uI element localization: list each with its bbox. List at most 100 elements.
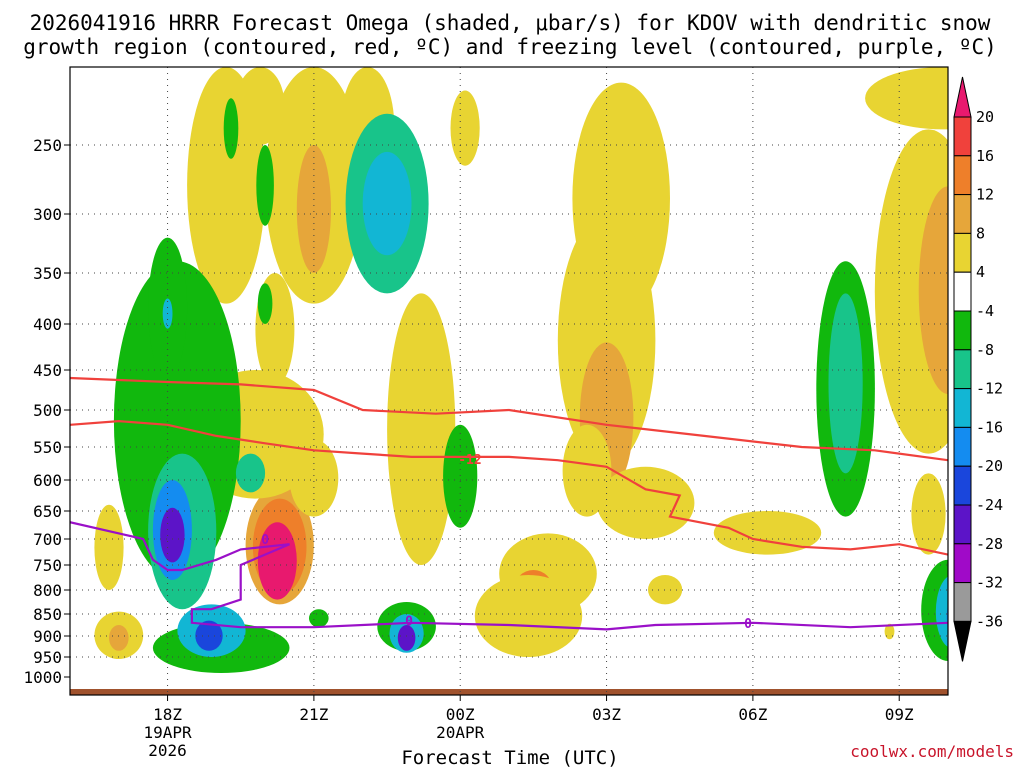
x-axis-title: Forecast Time (UTC) [401,747,618,768]
colorbar-label-13: -36 [976,612,1003,630]
y-tick-label-350: 350 [33,264,62,283]
colorbar-label-3: 8 [976,224,985,242]
y-tick-label-700: 700 [33,530,62,549]
x-tick-date-00Z: 20APR [436,723,485,742]
colorbar-label-9: -20 [976,457,1003,475]
dgz-contour-line [70,376,948,462]
omega-shading [70,67,948,695]
ground-surface [70,689,948,695]
colorbar-label-0: 20 [976,108,994,126]
omega-region-47 [828,293,863,474]
dgz-contour-line [70,419,948,556]
omega-region-9 [362,151,412,256]
omega-region-14 [713,511,822,555]
omega-region-19 [443,424,478,528]
omega-region-24 [257,522,297,600]
y-tick-label-600: 600 [33,471,62,490]
colorbar-label-12: -32 [976,574,1003,592]
y-tick-label-750: 750 [33,556,62,575]
y-tick-label-300: 300 [33,205,62,224]
colorbar-label-6: -8 [976,341,994,359]
omega-region-18 [387,293,456,565]
colorbar-segment-3 [953,194,972,234]
x-tick-year-18Z: 2026 [148,741,187,760]
x-tick-date-18Z: 19APR [143,723,192,742]
chart-title-line2: growth region (contoured, red, ºC) and f… [23,35,997,59]
colorbar-segment-8 [953,388,972,428]
colorbar-segment-1 [953,116,972,157]
y-tick-label-400: 400 [33,315,62,334]
colorbar-segment-7 [953,349,972,390]
omega-region-49 [918,186,948,394]
omega-region-5 [235,67,285,145]
omega-region-37 [223,98,239,159]
colorbar: 20 16 12 8 4 -4 -8 -12 -16 -20 -24 -28 -32 -36 [953,76,1003,662]
y-tick-label-650: 650 [33,502,62,521]
colorbar-segment-13 [953,582,972,622]
omega-region-0 [865,67,948,130]
y-tick-label-1000: 1000 [23,668,62,687]
omega-region-52 [935,576,948,648]
freezing-contour-label-0: 0 [261,533,269,548]
plot-frame [69,66,949,696]
y-axis-ticks: 250 300 350 400 450 500 550 600 650 700 750 800 850 9… [23,136,70,687]
colorbar-label-1: 16 [976,147,994,165]
omega-region-17 [474,575,583,657]
colorbar-segment-4 [953,232,972,273]
y-tick-label-550: 550 [33,438,62,457]
omega-region-7 [256,145,274,226]
omega-region-36 [235,453,266,493]
colorbar-label-11: -28 [976,535,1003,553]
omega-region-13 [596,466,695,539]
y-tick-label-450: 450 [33,361,62,380]
chart-title-line1: 2026041916 HRRR Forecast Omega (shaded, … [30,11,991,35]
freezing-level-line [70,521,948,631]
colorbar-segment-11 [953,504,972,545]
omega-region-40 [94,504,124,590]
y-tick-label-950: 950 [33,648,62,667]
x-tick-label-18Z: 18Z [153,705,182,724]
omega-region-39 [109,625,129,651]
y-tick-label-500: 500 [33,401,62,420]
omega-region-4 [296,145,331,273]
colorbar-label-5: -4 [976,302,994,320]
x-tick-label-09Z: 09Z [885,705,914,724]
colorbar-label-10: -24 [976,496,1003,514]
omega-region-54 [884,623,895,640]
omega-region-50 [911,473,946,555]
x-tick-label-21Z: 21Z [299,705,328,724]
omega-region-55 [648,575,683,605]
y-tick-label-850: 850 [33,605,62,624]
dgz-contour-label: -12 [458,453,481,468]
colorbar-segment-2 [953,155,972,196]
colorbar-segment-6 [953,310,972,351]
colorbar-segment-12 [953,543,972,584]
y-tick-label-250: 250 [33,136,62,155]
omega-region-44 [309,609,329,628]
colorbar-segment-10 [953,465,972,506]
contour-lines: -12 0 0 0 [70,376,948,632]
x-tick-label-06Z: 06Z [738,705,767,724]
colorbar-label-2: 12 [976,186,994,204]
colorbar-cap-bottom [953,620,972,662]
freezing-contour-label-1: 0 [405,615,413,630]
colorbar-label-8: -16 [976,418,1003,436]
x-tick-label-03Z: 03Z [592,705,621,724]
colorbar-segment-9 [953,426,972,467]
x-tick-label-00Z: 00Z [446,705,475,724]
freezing-contour-label-2: 0 [744,617,752,632]
y-tick-label-900: 900 [33,627,62,646]
colorbar-label-7: -12 [976,380,1003,398]
omega-region-30 [160,507,185,563]
colorbar-cap-top [953,76,972,118]
credit-link[interactable]: coolwx.com/models [850,742,1014,761]
omega-region-26 [289,439,339,517]
omega-region-6 [450,90,480,166]
y-tick-label-800: 800 [33,581,62,600]
colorbar-label-4: 4 [976,263,985,281]
omega-region-43 [397,625,416,651]
omega-region-21 [257,283,273,324]
omega-region-45 [562,424,612,517]
